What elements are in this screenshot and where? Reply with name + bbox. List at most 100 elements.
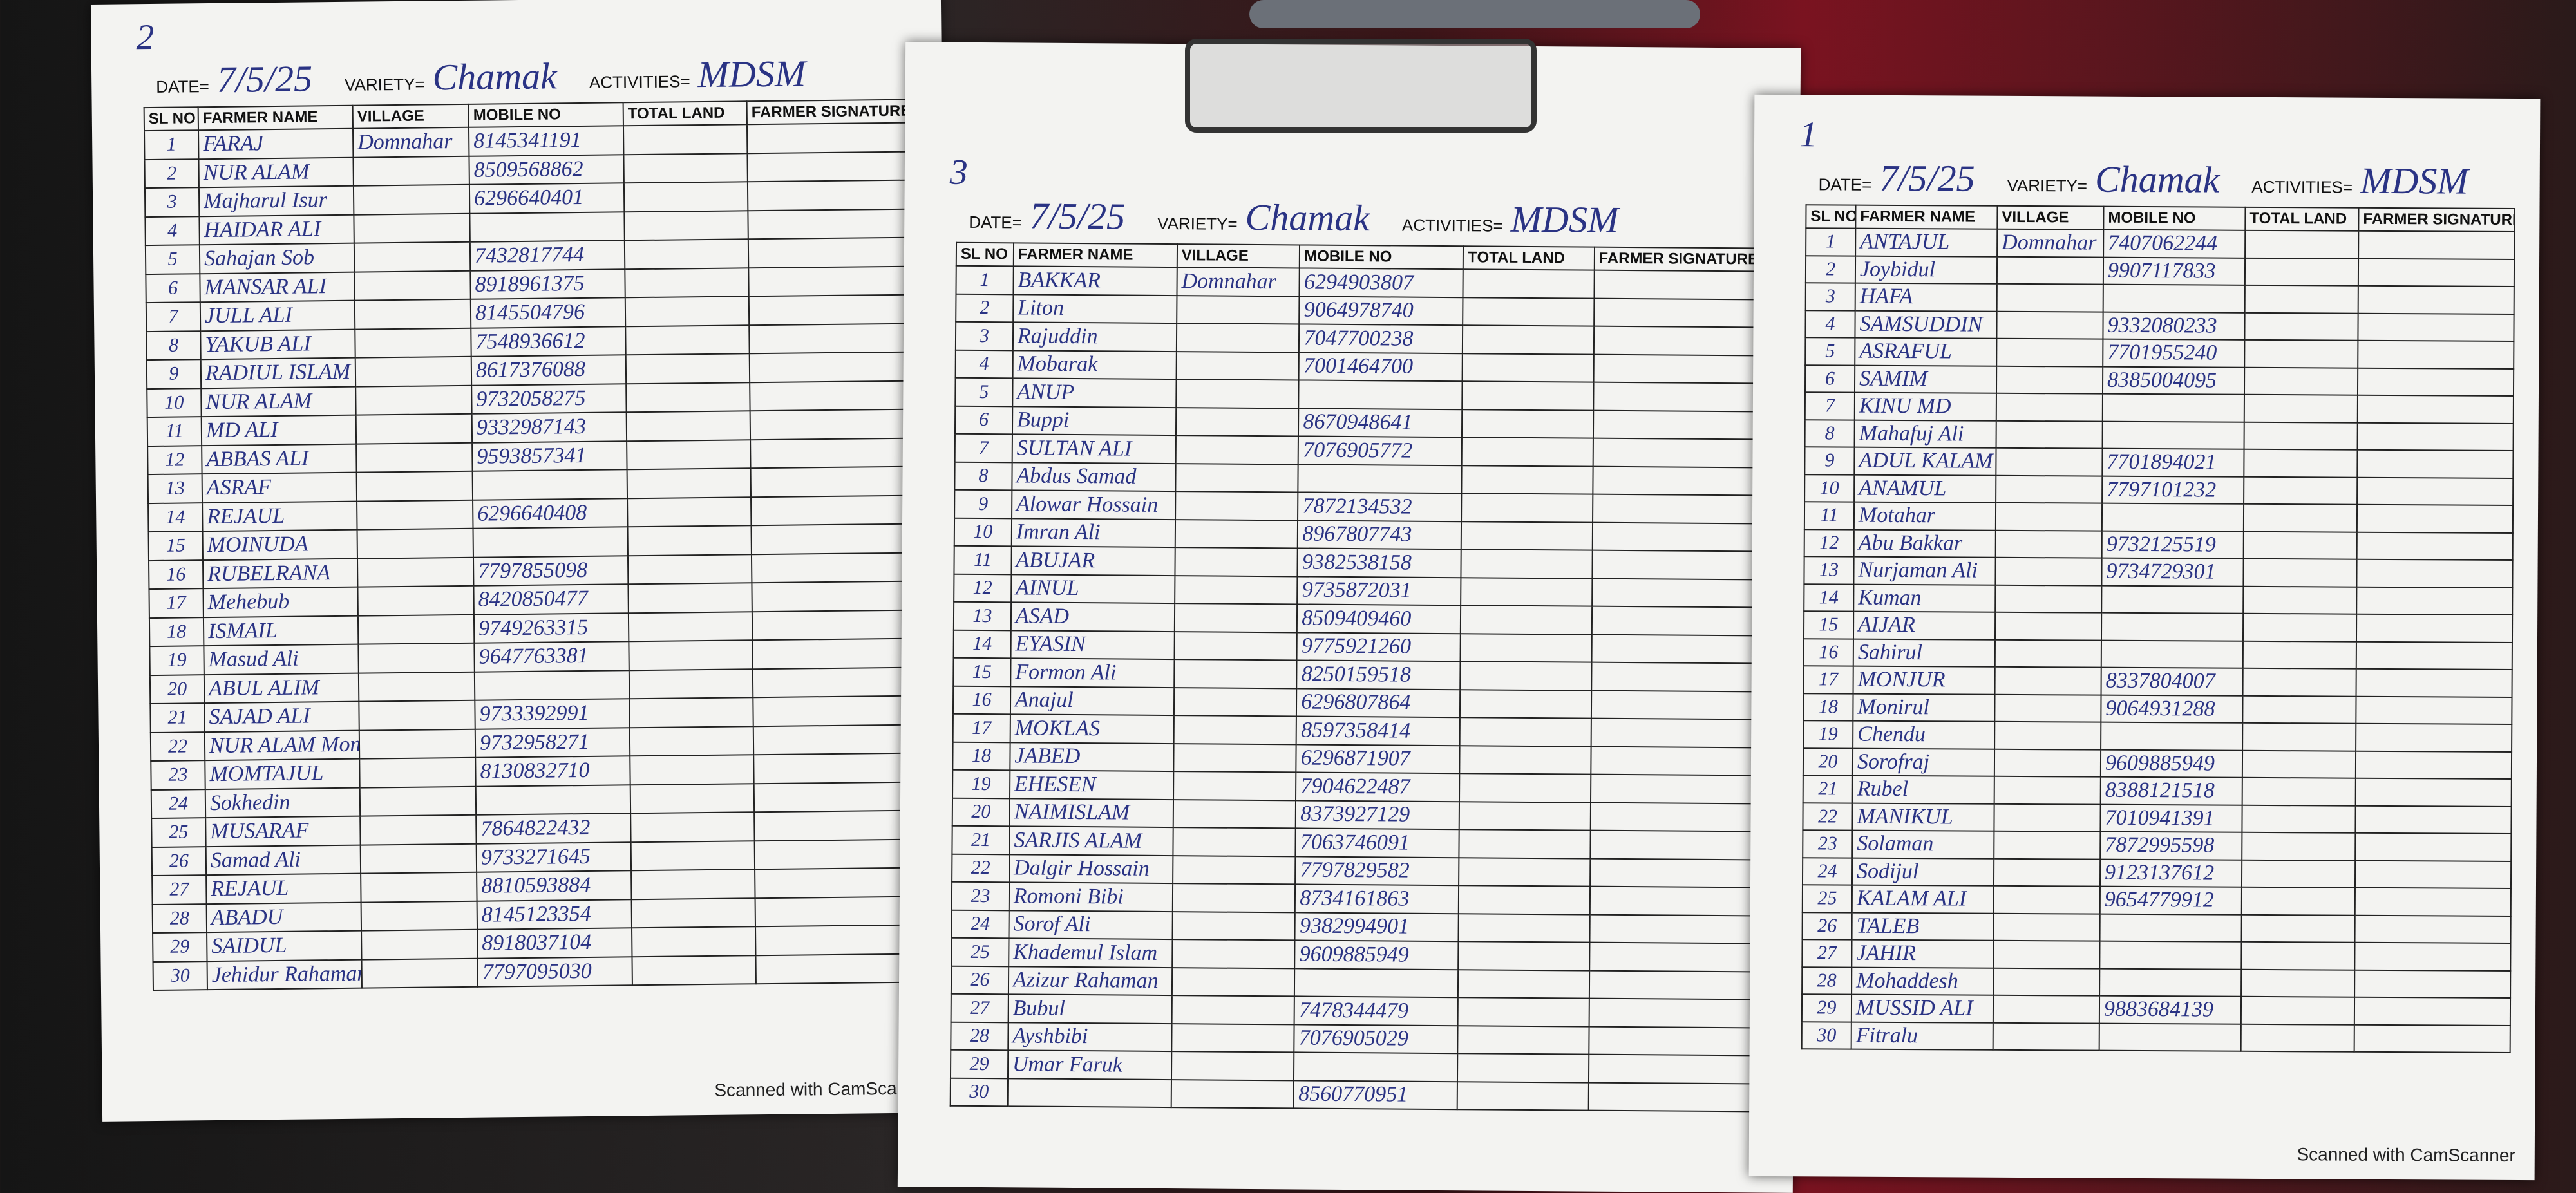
- cell-name: Chendu: [1853, 720, 1995, 749]
- empty-cell: [630, 812, 755, 842]
- empty-cell: [625, 353, 750, 384]
- empty-cell: [1993, 968, 2100, 996]
- cell-sl: 15: [1803, 611, 1854, 639]
- cell-name: Bubul: [1008, 994, 1172, 1024]
- cell-mobile: 7797101232: [2102, 476, 2244, 504]
- cell-sl: 30: [1801, 1021, 1852, 1049]
- cell-name: Liton: [1013, 294, 1177, 324]
- empty-cell: [1995, 585, 2102, 613]
- cell-sl: 8: [1804, 419, 1855, 447]
- empty-cell: [752, 581, 922, 612]
- cell-mobile: 9733392991: [475, 699, 630, 729]
- cell-sl: 7: [954, 433, 1012, 462]
- empty-cell: [1175, 491, 1298, 520]
- empty-cell: [2244, 312, 2358, 341]
- empty-cell: [752, 666, 923, 698]
- empty-cell: [1593, 382, 1774, 412]
- empty-cell: [1172, 911, 1296, 941]
- empty-cell: [2354, 1024, 2510, 1053]
- empty-cell: [1589, 998, 1769, 1028]
- empty-cell: [1173, 771, 1296, 800]
- empty-cell: [1589, 830, 1770, 860]
- empty-cell: [1593, 410, 1774, 440]
- empty-cell: [753, 724, 924, 755]
- empty-cell: [357, 500, 473, 530]
- empty-cell: [2243, 503, 2358, 532]
- empty-cell: [1175, 463, 1299, 493]
- empty-cell: [753, 781, 925, 813]
- empty-cell: [2357, 449, 2514, 478]
- cell-name: ADUL KALAM: [1854, 447, 1996, 476]
- empty-cell: [627, 468, 752, 498]
- empty-cell: [2244, 394, 2358, 423]
- cell-sl: 17: [1803, 666, 1853, 694]
- cell-mobile: 8734161863: [1295, 884, 1459, 914]
- column-header: TOTAL LAND: [2245, 207, 2359, 231]
- cell-mobile: 8385004095: [2102, 366, 2245, 395]
- cell-mobile: 8145504796: [470, 297, 626, 328]
- cell-name: AINUL: [1011, 574, 1175, 604]
- column-header: SL NO: [144, 107, 199, 131]
- cell-sl: 13: [1804, 556, 1854, 585]
- empty-cell: [360, 814, 477, 845]
- cell-sl: 20: [149, 674, 205, 704]
- empty-cell: [623, 182, 748, 212]
- farmer-table: SL NO FARMER NAME VILLAGE MOBILE NO TOTAL LA…: [1801, 204, 2515, 1053]
- cell-sl: 14: [1804, 583, 1854, 612]
- empty-cell: [751, 495, 922, 526]
- empty-cell: [359, 729, 476, 759]
- empty-cell: [632, 926, 756, 957]
- empty-cell: [1996, 475, 2103, 503]
- empty-cell: [2356, 668, 2512, 697]
- cell-mobile: 9732125519: [2101, 531, 2244, 559]
- empty-cell: [748, 209, 918, 240]
- cell-name: Abdus Samad: [1012, 462, 1176, 492]
- page-mark: 1: [1799, 115, 1818, 155]
- cell-sl: 1: [1806, 228, 1856, 256]
- empty-cell: [475, 784, 631, 815]
- table-row: 30 8560770951: [950, 1078, 1768, 1112]
- cell-sl: 23: [1803, 830, 1853, 858]
- cell-sl: 25: [151, 818, 206, 847]
- cell-mobile: 9749263315: [473, 612, 629, 643]
- cell-sl: 4: [145, 216, 200, 246]
- column-header: TOTAL LAND: [623, 101, 747, 126]
- cell-name: MOINUDA: [202, 529, 357, 560]
- empty-cell: [1457, 1025, 1589, 1055]
- cell-name: HAIDAR ALI: [199, 214, 354, 245]
- activities: MDSM: [2360, 159, 2468, 202]
- empty-cell: [2357, 395, 2514, 424]
- empty-cell: [1588, 1082, 1768, 1112]
- empty-cell: [2357, 368, 2514, 396]
- empty-cell: [2356, 559, 2513, 588]
- cell-name: ANTAJUL: [1855, 228, 1998, 257]
- cell-sl: 24: [151, 789, 206, 819]
- empty-cell: [1593, 298, 1774, 328]
- cell-mobile: 9609885949: [2100, 749, 2243, 778]
- empty-cell: [1175, 547, 1298, 576]
- cell-name: Jehidur Rahaman: [207, 959, 362, 990]
- activities: MDSM: [1510, 198, 1619, 241]
- empty-cell: [2355, 832, 2512, 861]
- farmer-table: SL NO FARMER NAME VILLAGE MOBILE NO TOTAL LA…: [144, 99, 927, 991]
- cell-sl: 14: [953, 630, 1011, 659]
- cell-mobile: 7407062244: [2103, 229, 2246, 258]
- empty-cell: [1994, 831, 2101, 860]
- table-row: 3 HAFA: [1805, 283, 2514, 314]
- empty-cell: [2099, 1023, 2241, 1051]
- empty-cell: [748, 237, 919, 268]
- variety: Chamak: [432, 55, 558, 99]
- cell-name: ABBAS ALI: [202, 444, 357, 474]
- empty-cell: [1589, 886, 1770, 916]
- cell-sl: 9: [146, 359, 202, 389]
- cell-mobile: 8810593884: [477, 870, 632, 901]
- cell-mobile: 9382538158: [1297, 548, 1462, 578]
- cell-name: FARAJ: [198, 128, 354, 159]
- empty-cell: [2244, 476, 2358, 505]
- empty-cell: [1993, 913, 2100, 941]
- empty-cell: [1994, 694, 2101, 722]
- empty-cell: [356, 442, 473, 473]
- empty-cell: [625, 267, 749, 298]
- cell-sl: 8: [954, 462, 1012, 491]
